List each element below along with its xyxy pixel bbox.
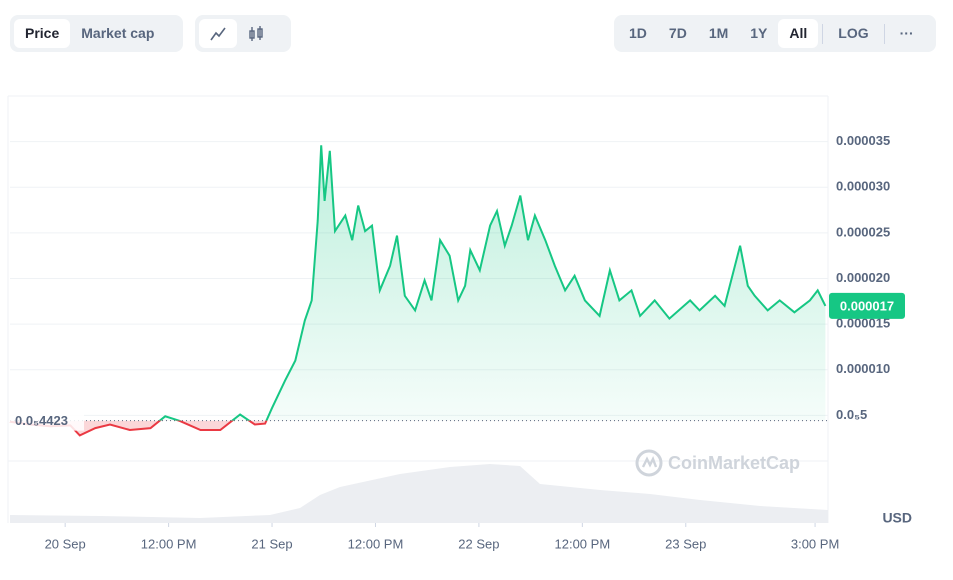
currency-label: USD: [882, 510, 912, 526]
y-tick-label: 0.000015: [836, 316, 890, 331]
x-tick-label: 12:00 PM: [555, 536, 611, 551]
y-tick-label: 0.000025: [836, 224, 890, 239]
x-tick-label: 12:00 PM: [348, 536, 404, 551]
y-tick-label: 0.000035: [836, 133, 890, 148]
separator: [883, 23, 885, 44]
area-below: [10, 420, 267, 436]
line-chart-button[interactable]: [199, 19, 237, 48]
y-tick-label: 0.0₅5: [836, 407, 867, 422]
range-button[interactable]: All: [778, 19, 819, 48]
x-tick-label: 21 Sep: [251, 536, 292, 551]
y-tick-label: 0.000010: [836, 361, 890, 376]
x-tick-label: 23 Sep: [665, 536, 706, 551]
y-tick-label: 0.000020: [836, 270, 890, 285]
x-tick-label: 12:00 PM: [141, 536, 197, 551]
market-cap-button[interactable]: Market cap: [81, 25, 155, 41]
watermark: CoinMarketCap: [635, 449, 800, 477]
candle-chart-button[interactable]: [237, 19, 275, 48]
watermark-text: CoinMarketCap: [668, 453, 800, 473]
current-price-badge: [829, 292, 905, 319]
line-icon: [210, 27, 226, 40]
metric-toggle: Price Market cap: [10, 15, 183, 52]
volume-area: [10, 464, 828, 523]
range-button[interactable]: 7D: [668, 25, 687, 41]
price-button[interactable]: Price: [14, 19, 71, 48]
separator: [822, 23, 824, 44]
price-line: [158, 145, 827, 421]
range-button[interactable]: 1M: [708, 25, 729, 41]
x-tick-label: 3:00 PM: [791, 536, 839, 551]
chart-style-toggle: [195, 15, 291, 52]
x-tick-label: 22 Sep: [458, 536, 499, 551]
more-button[interactable]: ···: [899, 25, 914, 41]
candle-icon: [249, 25, 263, 41]
baseline-label: 0.0₅4423: [15, 413, 68, 428]
watermark-logo: [635, 449, 663, 477]
range-button[interactable]: 1Y: [750, 25, 768, 41]
current-price-label: 0.000017: [840, 298, 894, 313]
watermark-logo: [641, 456, 658, 468]
y-tick-label: 0.000030: [836, 179, 890, 194]
area-above: [10, 145, 826, 421]
baseline-label-bg: [10, 410, 84, 431]
range-button[interactable]: 1D: [629, 25, 647, 41]
range-toggle: 1D 7D 1M 1Y All LOG ···: [614, 15, 936, 52]
x-tick-label: 20 Sep: [45, 536, 86, 551]
price-line-below: [9, 420, 268, 437]
log-button[interactable]: LOG: [838, 25, 869, 41]
